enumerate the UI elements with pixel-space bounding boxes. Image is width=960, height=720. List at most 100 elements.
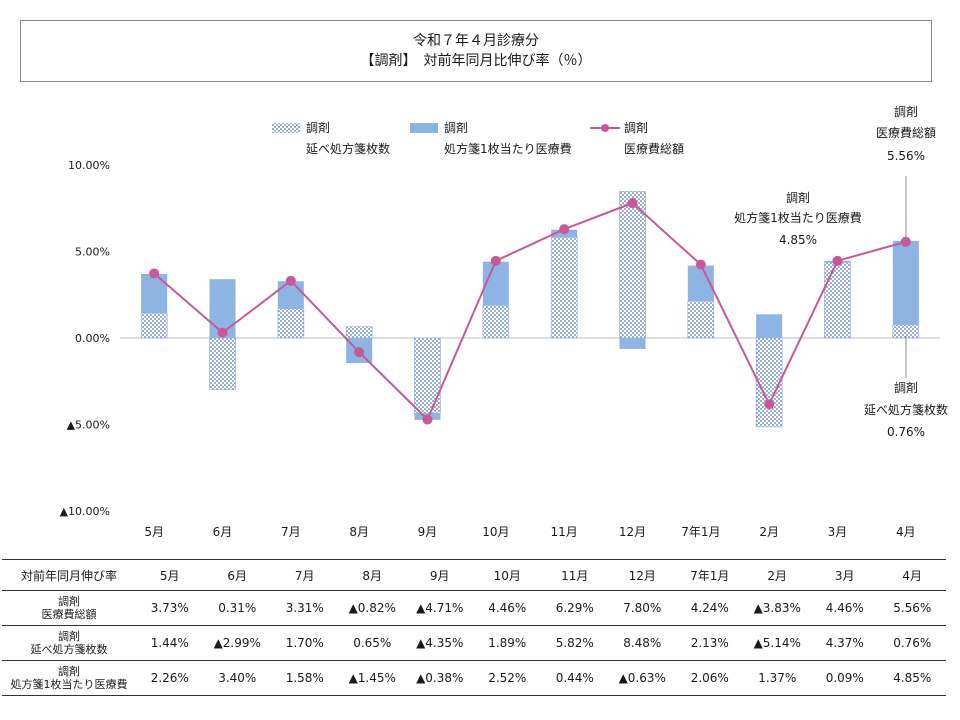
table-cell: ▲0.82% — [338, 590, 406, 626]
table-cell: 4.46% — [811, 590, 879, 626]
table-column-header: 8月 — [338, 559, 406, 591]
table-column-header: 9月 — [406, 559, 474, 591]
table-cell: 4.24% — [676, 590, 744, 626]
table-cell: 3.31% — [271, 590, 339, 626]
bar-cost — [756, 314, 783, 338]
table-cell: 0.09% — [811, 660, 879, 696]
legend-count-label-sub: 延べ処方箋枚数 — [306, 141, 390, 156]
bar-cost — [619, 338, 646, 349]
x-tick-label: 10月 — [482, 525, 509, 539]
line-point — [149, 268, 160, 279]
table-cell: 5.56% — [878, 590, 946, 626]
bar-count — [414, 337, 441, 414]
table-cell: ▲4.35% — [406, 625, 474, 661]
annotation-total-text: 5.56% — [887, 149, 925, 163]
y-tick-label: ▲5.00% — [67, 419, 110, 432]
x-tick-label: 11月 — [551, 525, 578, 539]
table-cell: ▲3.83% — [743, 590, 811, 626]
bar-cost — [892, 240, 919, 325]
data-table: 対前年同月伸び率 5月 6月 7月 8月 9月 10月 11月 12月 7年1月 2月 3月 4月 調… — [2, 559, 946, 696]
y-tick-label: 5.00% — [75, 246, 110, 259]
bar-count — [209, 337, 236, 391]
line-point — [217, 327, 228, 338]
table-cell: 2.06% — [676, 660, 744, 696]
table-cell: 8.48% — [608, 625, 676, 661]
line-total — [153, 201, 907, 422]
table-cell: ▲0.63% — [608, 660, 676, 696]
bar-count — [482, 305, 510, 339]
bar-cost — [141, 273, 168, 314]
legend-total-label: 調剤 — [624, 120, 648, 135]
x-tick-label: 9月 — [418, 525, 438, 539]
legend-cost-label-sub: 処方箋1枚当たり医療費 — [444, 141, 572, 156]
table-cell: 5.82% — [541, 625, 609, 661]
annotation-cost-text: 処方箋1枚当たり医療費 — [734, 210, 862, 225]
table-cell: ▲5.14% — [743, 625, 811, 661]
table-cell: 4.46% — [473, 590, 541, 626]
table-cell: 1.44% — [136, 625, 204, 661]
legend-total-marker — [601, 124, 609, 132]
legend-cost-swatch — [410, 123, 438, 133]
table-row-label: 調剤 延べ処方箋枚数 — [2, 625, 136, 661]
line-point — [627, 198, 638, 209]
table-column-header: 7年1月 — [676, 559, 744, 591]
chart-title-box: 令和７年４月診療分 【調剤】 対前年同月比伸び率（％） — [20, 20, 932, 82]
table-cell: 7.80% — [608, 590, 676, 626]
table-cell: 4.85% — [878, 660, 946, 696]
table-column-header: 2月 — [743, 559, 811, 591]
bar-count — [140, 312, 168, 339]
legend-total-label-sub: 医療費総額 — [624, 141, 684, 156]
table-cell: 3.40% — [203, 660, 271, 696]
table-column-header: 3月 — [811, 559, 879, 591]
line-point — [764, 399, 775, 410]
table-cell: 0.44% — [541, 660, 609, 696]
table-cell: ▲4.71% — [406, 590, 474, 626]
annotation-cost-text: 4.85% — [779, 233, 817, 247]
legend-count-label: 調剤 — [306, 120, 330, 135]
line-point — [285, 275, 296, 286]
annotation-count-text: 0.76% — [887, 425, 925, 439]
bar-count — [824, 262, 851, 339]
table-column-header: 10月 — [473, 559, 541, 591]
table-cell: 0.31% — [203, 590, 271, 626]
line-point — [832, 255, 843, 266]
table-row-label: 調剤 医療費総額 — [2, 590, 136, 626]
table-row: 調剤 延べ処方箋枚数 1.44% ▲2.99% 1.70% 0.65% ▲4.35% 1.89… — [2, 625, 946, 661]
x-tick-label: 7年1月 — [681, 525, 720, 539]
x-tick-label: 12月 — [619, 525, 646, 539]
annotation-total-text: 医療費総額 — [876, 125, 936, 140]
y-tick-label: 0.00% — [75, 332, 110, 345]
table-header-row: 対前年同月伸び率 5月 6月 7月 8月 9月 10月 11月 12月 7年1月 2月 3月 4月 — [2, 559, 946, 591]
table-column-header: 5月 — [136, 559, 204, 591]
line-point — [490, 255, 501, 266]
annotation-count-text: 調剤 — [894, 380, 918, 395]
x-tick-label: 2月 — [759, 525, 779, 539]
annotation-count-text: 延べ処方箋枚数 — [864, 402, 948, 417]
annotation-cost-text: 調剤 — [786, 190, 810, 205]
table-column-header: 12月 — [608, 559, 676, 591]
bar-count — [755, 337, 783, 428]
y-tick-label: 10.00% — [68, 159, 110, 172]
line-point — [354, 347, 365, 358]
line-point — [559, 224, 570, 235]
table-cell: 2.13% — [676, 625, 744, 661]
line-point — [422, 414, 433, 425]
bar-count — [550, 237, 578, 339]
x-tick-label: 5月 — [144, 525, 164, 539]
table-cell: ▲0.38% — [406, 660, 474, 696]
table-cell: ▲1.45% — [338, 660, 406, 696]
bar-cost — [482, 261, 509, 306]
table-column-header: 6月 — [203, 559, 271, 591]
table-cell: 0.65% — [338, 625, 406, 661]
table-row: 調剤 医療費総額 3.73% 0.31% 3.31% ▲0.82% ▲4.71% 4.46% 6… — [2, 590, 946, 626]
line-point — [900, 236, 911, 247]
table-cell: 6.29% — [541, 590, 609, 626]
legend-count-swatch — [272, 123, 300, 133]
table-cell: 1.37% — [743, 660, 811, 696]
table-cell: ▲2.99% — [203, 625, 271, 661]
legend-cost-label: 調剤 — [444, 120, 468, 135]
table-cell: 0.76% — [878, 625, 946, 661]
table-cell: 1.58% — [271, 660, 339, 696]
x-tick-label: 7月 — [281, 525, 301, 539]
combo-chart: 10.00% 5.00% 0.00% ▲5.00% ▲10.00% 5月 6月 7月 8月 9月 1… — [60, 104, 948, 539]
